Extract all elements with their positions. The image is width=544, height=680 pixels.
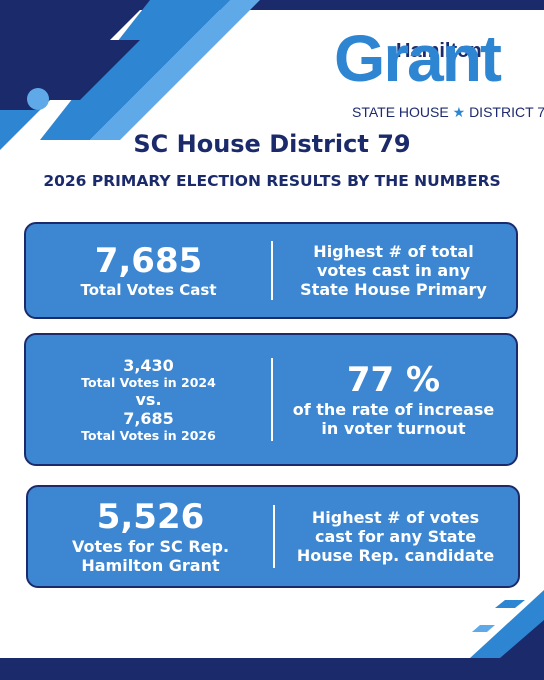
divider [271,240,273,301]
card-line: 77 % [346,359,441,400]
card-line: 5,526 [96,496,205,537]
stat-card: 7,685 Total Votes Cast Highest # of total v… [24,222,518,319]
card-right: Highest # of votes cast for any State Hous… [273,508,518,566]
card-line: Total Votes Cast [80,281,217,300]
card-line: House Rep. candidate [296,546,495,566]
card-line: 7,685 [94,240,203,281]
footer-bar [0,658,544,680]
card-line: of the rate of increase [292,399,495,419]
card-line: Highest # of votes [311,507,480,527]
stat-card: 3,430 Total Votes in 2024 vs. 7,685 Total Vo… [24,333,518,466]
card-right: 77 % of the rate of increase in voter turn… [271,359,516,439]
card-line: Total Votes in 2024 [81,374,216,390]
divider [271,358,273,441]
card-line: Highest # of total [313,241,474,261]
divider [273,504,275,569]
card-right: Highest # of total votes cast in any State… [271,242,516,300]
logo-first: Hamilton [396,40,482,62]
card-line: 7,685 [123,409,174,429]
card-left: 7,685 Total Votes Cast [26,240,271,300]
card-line: cast for any State [314,526,477,546]
subtitle: 2026 PRIMARY ELECTION RESULTS BY THE NUM… [43,172,501,190]
card-line: Hamilton Grant [81,556,220,576]
card-line: Votes for SC Rep. [71,536,230,556]
card-line: Total Votes in 2026 [81,428,216,444]
card-line: 3,430 [123,355,174,375]
logo-subline: STATE HOUSE ★ DISTRICT 79 [352,104,544,121]
card-line: in voter turnout [321,419,466,439]
stat-card: 5,526 Votes for SC Rep. Hamilton Grant High… [26,485,520,588]
card-line: vs. [135,389,162,409]
card-left: 3,430 Total Votes in 2024 vs. 7,685 Total Vo… [26,356,271,444]
title: SC House District 79 [133,130,411,158]
logo-last: Grant [334,21,502,95]
card-line: State House Primary [300,280,487,300]
logo-right: DISTRICT 79 [469,104,544,120]
logo-left: STATE HOUSE [352,104,449,120]
card-line: votes cast in any [316,260,471,280]
card-left: 5,526 Votes for SC Rep. Hamilton Grant [28,496,273,576]
